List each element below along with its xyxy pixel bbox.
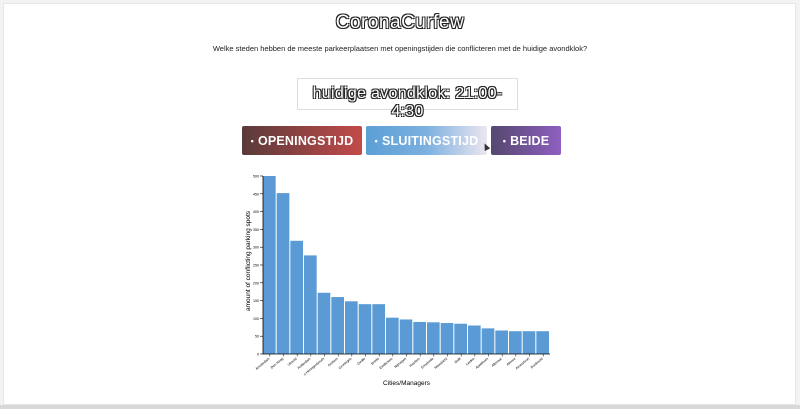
chart-bar[interactable] <box>427 322 440 354</box>
x-tick-label: Alkmaar <box>491 356 504 368</box>
y-tick-label: 150 <box>253 299 259 303</box>
chart-bar[interactable] <box>413 321 426 354</box>
chart-bar[interactable] <box>263 176 276 354</box>
curfew-label: huidige avondklok: 21:00-4:30 <box>312 85 503 120</box>
closing-time-button[interactable]: • SLUITINGSTIJD <box>366 126 487 155</box>
x-tick-label: Eindhoven <box>379 357 394 370</box>
y-tick-label: 100 <box>253 317 259 321</box>
x-axis-title: Cities/Managers <box>383 380 431 387</box>
y-tick-label: 250 <box>253 264 259 268</box>
x-tick-label: Apeldoorn <box>475 357 490 370</box>
bullet-icon: • <box>374 135 378 146</box>
question-text: Welke steden hebben de meeste parkeerpla… <box>212 44 588 53</box>
chart-bar[interactable] <box>509 331 522 354</box>
chart-bar[interactable] <box>290 240 303 354</box>
chart-bar[interactable] <box>440 323 454 354</box>
bullet-icon: • <box>502 135 507 146</box>
bottom-strip <box>0 405 800 409</box>
x-tick-label: Dordrecht <box>530 357 544 370</box>
chart-bar[interactable] <box>495 330 508 354</box>
both-button[interactable]: • BEIDE <box>491 126 561 155</box>
y-tick-label: 300 <box>253 246 259 250</box>
x-tick-label: Leiden <box>465 357 475 367</box>
chart-bar[interactable] <box>481 328 495 354</box>
chart-bar[interactable] <box>358 304 372 354</box>
chart-bar[interactable] <box>304 255 317 354</box>
x-tick-label: Utrecht <box>287 357 298 367</box>
chart-bar[interactable] <box>399 319 413 354</box>
y-tick-label: 450 <box>253 192 259 196</box>
chart-bar[interactable] <box>331 297 344 354</box>
x-tick-label: Amersfoort <box>515 357 530 371</box>
opening-time-label: OPENINGSTIJD <box>257 133 354 148</box>
x-tick-label: Groningen <box>338 357 353 370</box>
both-label: BEIDE <box>510 133 550 148</box>
y-tick-label: 400 <box>253 210 259 214</box>
x-tick-label: Breda <box>370 357 380 366</box>
chart-bar[interactable] <box>386 317 399 354</box>
chart-bar[interactable] <box>522 331 536 354</box>
x-tick-label: Nijmegen <box>394 357 408 369</box>
chart-bar[interactable] <box>454 323 467 354</box>
chart-bar[interactable] <box>276 193 290 354</box>
app-title: CoronaCurfew <box>335 12 465 33</box>
chart-bar[interactable] <box>317 292 331 354</box>
x-tick-label: Almere <box>506 357 517 367</box>
x-tick-label: Amsterdam <box>255 357 271 371</box>
chart-bar[interactable] <box>468 325 481 354</box>
y-tick-label: 200 <box>253 281 259 285</box>
y-tick-label: 500 <box>253 175 259 179</box>
x-tick-label: Den Haag <box>270 357 284 370</box>
chart-bar[interactable] <box>372 304 385 354</box>
x-tick-label: Zwolle <box>356 357 366 366</box>
x-tick-label: Delft <box>454 357 462 365</box>
page-container <box>3 3 796 405</box>
y-tick-label: 50 <box>255 335 259 339</box>
curfew-display: huidige avondklok: 21:00-4:30 <box>297 78 518 120</box>
x-tick-label: Enschede <box>420 357 434 370</box>
chart-bar[interactable] <box>345 301 358 354</box>
y-tick-label: 350 <box>253 228 259 232</box>
x-tick-label: Arnhem <box>327 357 339 368</box>
chart-bar[interactable] <box>536 331 549 354</box>
y-tick-label: 0 <box>257 353 259 357</box>
bullet-icon: • <box>250 135 254 146</box>
closing-time-label: SLUITINGSTIJD <box>382 133 479 148</box>
x-tick-label: Haarlem <box>408 357 421 368</box>
x-tick-label: Maastricht <box>434 357 449 370</box>
opening-time-button[interactable]: • OPENINGSTIJD <box>242 126 362 155</box>
y-axis-title: amount of conflicting parking spots <box>245 210 252 311</box>
